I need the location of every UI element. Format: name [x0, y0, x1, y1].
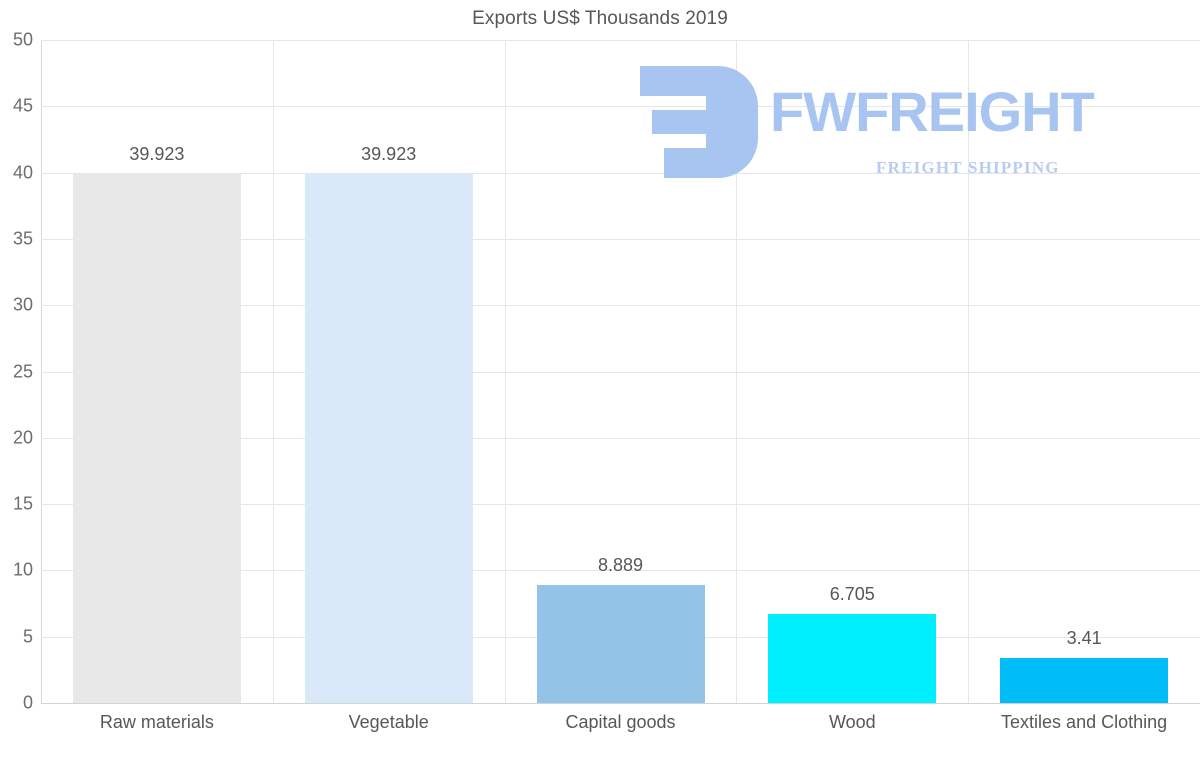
bar-value-label: 3.41: [1066, 627, 1102, 648]
gridline-horizontal: [41, 371, 1200, 373]
gridline-horizontal: [41, 570, 1200, 572]
x-axis-tick-label: Raw materials: [99, 712, 214, 732]
bar[interactable]: [1000, 657, 1169, 703]
y-axis-tick-label: 30: [12, 294, 33, 315]
y-axis-tick-label: 20: [12, 427, 33, 448]
bar[interactable]: [304, 173, 473, 703]
gridline-vertical: [504, 40, 506, 703]
bar[interactable]: [72, 173, 241, 703]
y-axis-tick-label: 15: [12, 493, 33, 514]
x-axis-tick-label: Vegetable: [348, 712, 429, 732]
bar-value-label: 8.889: [597, 555, 644, 576]
y-axis-tick-label: 25: [12, 361, 33, 381]
y-axis-tick-label: 50: [12, 29, 33, 50]
plot-area: [41, 40, 1200, 704]
gridline-vertical: [272, 40, 274, 703]
chart-title: Exports US$ Thousands 2019: [472, 8, 728, 29]
gridline-horizontal: [41, 504, 1200, 506]
bar[interactable]: [536, 585, 705, 703]
x-axis-tick-label: Wood: [828, 712, 876, 732]
y-axis-tick-label: 10: [12, 559, 33, 580]
gridline-horizontal: [41, 106, 1200, 108]
bar-value-label: 39.923: [361, 143, 417, 164]
bar-value-label: 6.705: [829, 584, 875, 605]
gridline-horizontal: [41, 172, 1200, 174]
gridline-horizontal: [41, 238, 1200, 240]
gridline-horizontal: [41, 437, 1200, 439]
y-axis-tick-label: 0: [22, 692, 33, 713]
y-axis-tick-label: 35: [12, 228, 33, 249]
gridline-horizontal: [41, 40, 1200, 41]
gridline-horizontal: [41, 305, 1200, 307]
bar[interactable]: [768, 614, 937, 703]
gridline-vertical: [968, 40, 970, 703]
y-axis-tick-label: 5: [22, 626, 33, 647]
gridline-vertical: [736, 40, 738, 703]
y-axis-tick-label: 45: [12, 95, 33, 116]
gridline-horizontal: [41, 703, 1200, 704]
x-axis-tick-label: Textiles and Clothing: [1001, 712, 1168, 732]
y-axis-tick-label: 40: [12, 162, 33, 183]
x-axis-tick-label: Capital goods: [565, 712, 676, 732]
bar-value-label: 39.923: [129, 143, 185, 164]
